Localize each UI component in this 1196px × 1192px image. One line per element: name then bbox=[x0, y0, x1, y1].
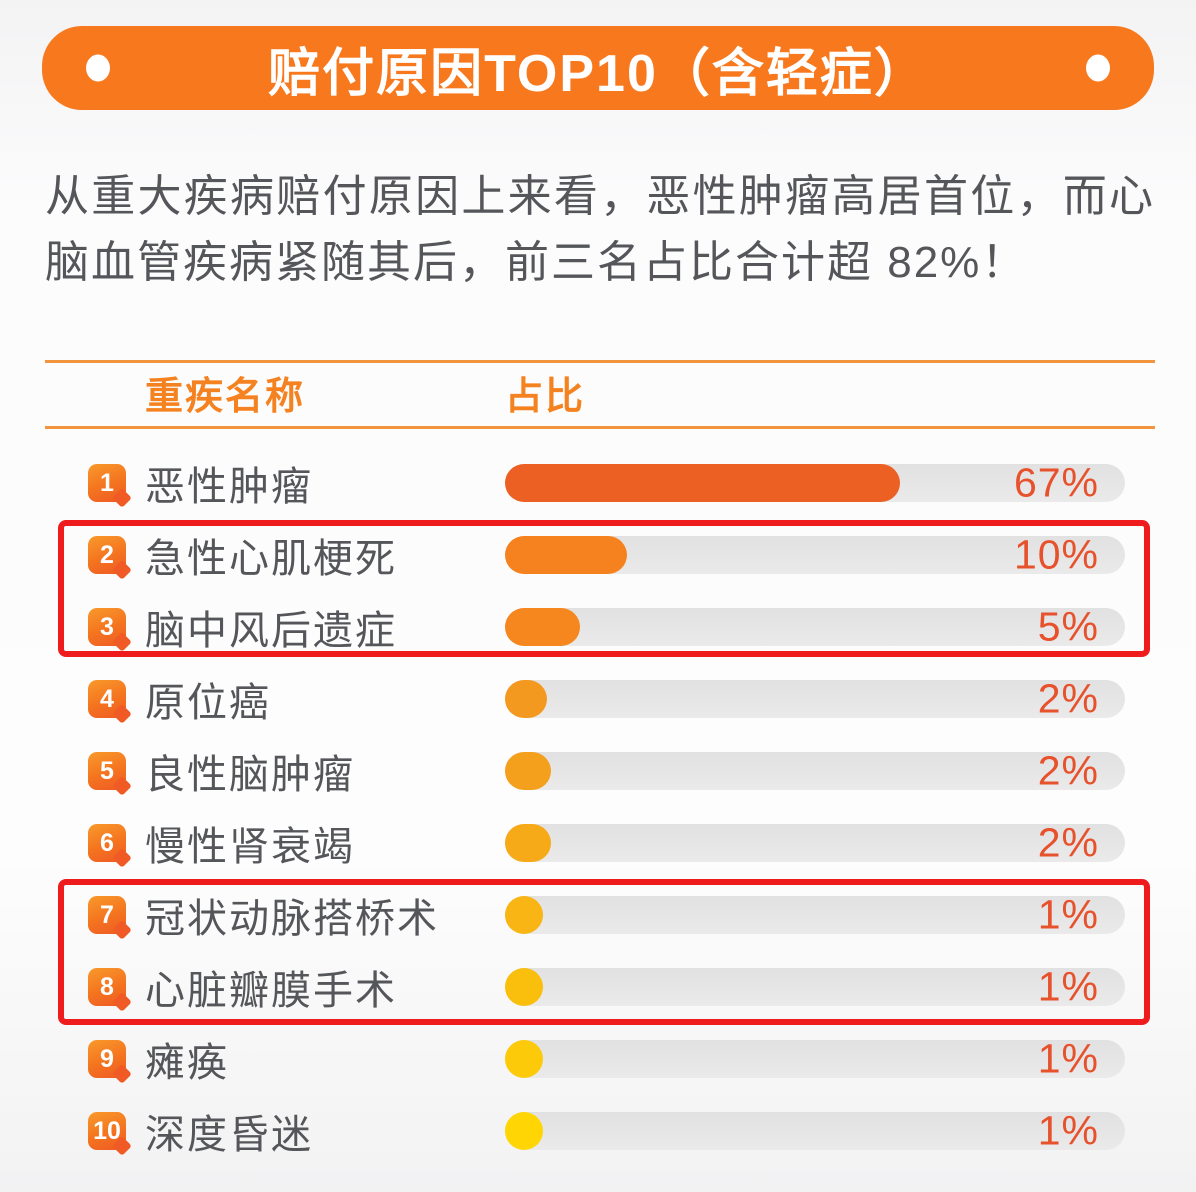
page-title: 赔付原因TOP10（含轻症） bbox=[268, 44, 928, 103]
table-row: 9 瘫痪 1% bbox=[0, 1023, 1196, 1095]
share-bar: 5% bbox=[505, 604, 1125, 650]
bar-fill bbox=[505, 608, 581, 646]
bar-track bbox=[505, 608, 1125, 646]
banner-left-dot-icon bbox=[86, 54, 110, 82]
bar-fill bbox=[505, 896, 543, 934]
disease-name: 慢性肾衰竭 bbox=[145, 825, 355, 869]
table-row: 5 良性脑肿瘤 2% bbox=[0, 735, 1196, 807]
bar-fill bbox=[505, 752, 551, 790]
share-bar: 1% bbox=[505, 1108, 1125, 1154]
bar-fill bbox=[505, 824, 551, 862]
share-value: 1% bbox=[1037, 963, 1099, 1010]
rank-badge: 6 bbox=[88, 824, 126, 862]
table-row: 7 冠状动脉搭桥术 1% bbox=[0, 879, 1196, 951]
disease-name: 脑中风后遗症 bbox=[145, 609, 397, 653]
table-row: 6 慢性肾衰竭 2% bbox=[0, 807, 1196, 879]
share-bar: 67% bbox=[505, 460, 1125, 506]
bar-track bbox=[505, 752, 1125, 790]
bar-track bbox=[505, 1040, 1125, 1078]
share-bar: 2% bbox=[505, 820, 1125, 866]
bar-track bbox=[505, 680, 1125, 718]
bar-track bbox=[505, 824, 1125, 862]
disease-name: 良性脑肿瘤 bbox=[145, 753, 355, 797]
disease-name: 深度昏迷 bbox=[145, 1113, 313, 1157]
share-value: 67% bbox=[1013, 459, 1099, 506]
share-bar: 2% bbox=[505, 748, 1125, 794]
table-row: 4 原位癌 2% bbox=[0, 663, 1196, 735]
bar-fill bbox=[505, 1112, 543, 1150]
bar-track bbox=[505, 968, 1125, 1006]
table-row: 3 脑中风后遗症 5% bbox=[0, 591, 1196, 663]
disease-name: 原位癌 bbox=[145, 681, 271, 725]
header-divider-top bbox=[45, 360, 1155, 363]
disease-name: 恶性肿瘤 bbox=[145, 465, 313, 509]
rank-badge: 7 bbox=[88, 896, 126, 934]
disease-name: 急性心肌梗死 bbox=[145, 537, 397, 581]
rank-badge: 2 bbox=[88, 536, 126, 574]
disease-name: 瘫痪 bbox=[145, 1041, 229, 1085]
header-divider-bottom bbox=[45, 426, 1155, 429]
share-bar: 2% bbox=[505, 676, 1125, 722]
column-header-share: 占比 bbox=[505, 376, 586, 418]
table-row: 2 急性心肌梗死 10% bbox=[0, 519, 1196, 591]
share-bar: 1% bbox=[505, 1036, 1125, 1082]
rank-badge: 10 bbox=[88, 1112, 126, 1150]
banner-right-dot-icon bbox=[1086, 54, 1110, 82]
rank-badge: 1 bbox=[88, 464, 126, 502]
share-value: 2% bbox=[1037, 747, 1099, 794]
column-header-disease: 重疾名称 bbox=[145, 376, 306, 418]
table-row: 10 深度昏迷 1% bbox=[0, 1095, 1196, 1167]
bar-track bbox=[505, 896, 1125, 934]
bar-fill bbox=[505, 536, 628, 574]
bar-fill bbox=[505, 968, 543, 1006]
table-header: 重疾名称 占比 bbox=[0, 371, 1196, 423]
share-value: 1% bbox=[1037, 891, 1099, 938]
disease-name: 冠状动脉搭桥术 bbox=[145, 897, 439, 941]
share-value: 1% bbox=[1037, 1035, 1099, 1082]
bar-fill bbox=[505, 680, 548, 718]
table-row: 8 心脏瓣膜手术 1% bbox=[0, 951, 1196, 1023]
title-banner: 赔付原因TOP10（含轻症） bbox=[42, 26, 1154, 110]
share-value: 2% bbox=[1037, 819, 1099, 866]
bar-fill bbox=[505, 1040, 543, 1078]
share-value: 10% bbox=[1013, 531, 1099, 578]
intro-text: 从重大疾病赔付原因上来看，恶性肿瘤高居首位，而心脑血管疾病紧随其后，前三名占比合… bbox=[45, 172, 1155, 287]
rank-badge: 8 bbox=[88, 968, 126, 1006]
rank-badge: 5 bbox=[88, 752, 126, 790]
bar-fill bbox=[505, 464, 900, 502]
rank-badge: 4 bbox=[88, 680, 126, 718]
share-value: 1% bbox=[1037, 1107, 1099, 1154]
share-bar: 1% bbox=[505, 892, 1125, 938]
disease-name: 心脏瓣膜手术 bbox=[145, 969, 397, 1013]
share-value: 2% bbox=[1037, 675, 1099, 722]
share-bar: 10% bbox=[505, 532, 1125, 578]
bar-track bbox=[505, 1112, 1125, 1150]
share-value: 5% bbox=[1037, 603, 1099, 650]
share-bar: 1% bbox=[505, 964, 1125, 1010]
table-rows: 1 恶性肿瘤 67% 2 急性心肌梗死 10% 3 脑中风后遗症 5% 4 原位… bbox=[0, 447, 1196, 1167]
rank-badge: 3 bbox=[88, 608, 126, 646]
rank-badge: 9 bbox=[88, 1040, 126, 1078]
table-row: 1 恶性肿瘤 67% bbox=[0, 447, 1196, 519]
